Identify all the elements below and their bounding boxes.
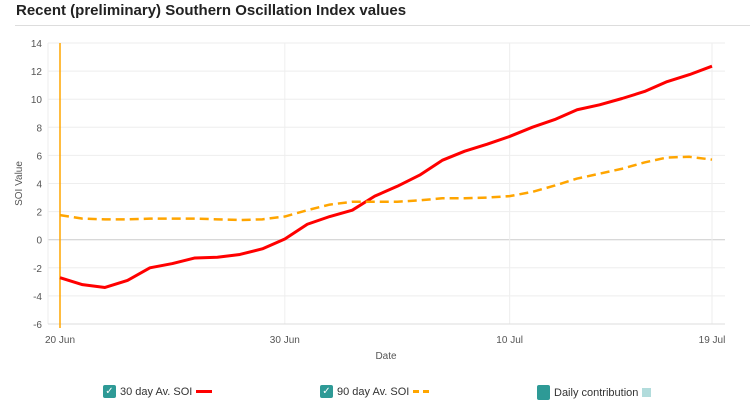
x-tick-label: 20 Jun [45,335,75,346]
x-tick-label: 10 Jul [496,335,523,346]
legend-label: Daily contribution [554,386,639,399]
y-tick-label: 14 [31,39,43,50]
title-divider [15,25,750,26]
y-tick-label: -4 [33,292,42,303]
legend-line-solid [196,390,213,393]
checkbox-unchecked-icon[interactable] [537,385,550,400]
y-tick-label: 8 [36,123,42,134]
y-tick-label: -2 [33,264,42,275]
y-tick-label: 2 [36,208,42,219]
legend-label: 30 day Av. SOI [120,385,193,398]
x-axis-title: Date [375,351,397,362]
legend-line-dashed [413,390,430,393]
series-line-30day [59,64,713,289]
legend-30day[interactable]: ✓ 30 day Av. SOI [103,385,213,398]
checkbox-icon[interactable]: ✓ [320,385,333,398]
chart-title: Recent (preliminary) Southern Oscillatio… [16,2,407,19]
legend-swatch [642,388,652,397]
series-line-90day [59,155,713,222]
legend-label: 90 day Av. SOI [337,385,410,398]
checkbox-icon[interactable]: ✓ [103,385,116,398]
x-tick-label: 19 Jul [699,335,726,346]
y-tick-label: 10 [31,95,43,106]
y-tick-label: 0 [36,236,42,247]
legend-90day[interactable]: ✓ 90 day Av. SOI [320,385,430,398]
y-tick-label: 12 [31,67,43,78]
y-tick-label: 6 [36,151,42,162]
y-axis-title: SOI Value [14,161,25,206]
y-tick-label: 4 [36,180,42,191]
legend-daily[interactable]: Daily contribution [537,385,652,400]
y-tick-label: -6 [33,320,42,331]
x-tick-label: 30 Jun [270,335,300,346]
